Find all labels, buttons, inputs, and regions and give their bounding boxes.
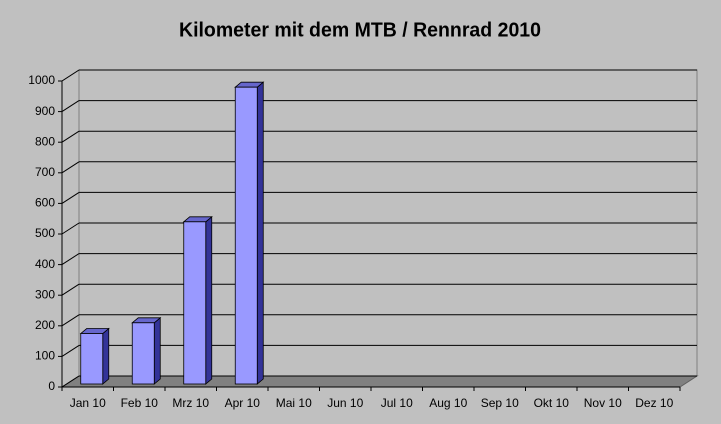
x-tick-label: Aug 10 [429,396,467,410]
y-tick-label: 800 [35,134,55,148]
x-tick-label: Jul 10 [381,396,413,410]
chart-title: Kilometer mit dem MTB / Rennrad 2010 [179,19,541,41]
bar [131,322,155,385]
y-tick-label: 0 [48,379,55,393]
x-tick-label: Jan 10 [70,396,106,410]
y-tick-label: 600 [35,196,55,210]
y-tick-label: 300 [35,287,55,301]
y-tick-label: 500 [35,226,55,240]
y-tick-label: 700 [35,165,55,179]
bar [80,333,104,385]
y-tick-label: 100 [35,349,55,363]
grid-line [61,253,80,266]
grid-line [61,161,80,174]
y-tick-label: 200 [35,318,55,332]
x-tick-label: Dez 10 [635,396,673,410]
grid-line [61,283,80,296]
bar-side [153,316,161,385]
y-tick-label: 400 [35,257,55,271]
bar [183,221,207,385]
grid-line [61,344,80,357]
x-tick-label: Mrz 10 [172,396,209,410]
grid-line [61,222,80,235]
x-tick-label: Nov 10 [584,396,622,410]
x-tick-label: Mai 10 [276,396,312,410]
grid-line [61,100,80,113]
x-tick-label: Sep 10 [481,396,519,410]
x-tick-label: Okt 10 [534,396,570,410]
grid-line [61,191,80,204]
x-tick-label: Feb 10 [121,396,159,410]
bar-side [102,327,110,385]
grid-line [61,314,80,327]
x-tick-label: Jun 10 [327,396,363,410]
grid-line [61,130,80,143]
y-tick-label: 900 [35,104,55,118]
bar-side [205,215,213,385]
grid-line [61,69,80,82]
y-tick-label: 1000 [28,73,55,87]
bar [234,86,258,385]
x-tick-label: Apr 10 [225,396,261,410]
grid-line [61,375,80,388]
bar-side [256,81,264,385]
